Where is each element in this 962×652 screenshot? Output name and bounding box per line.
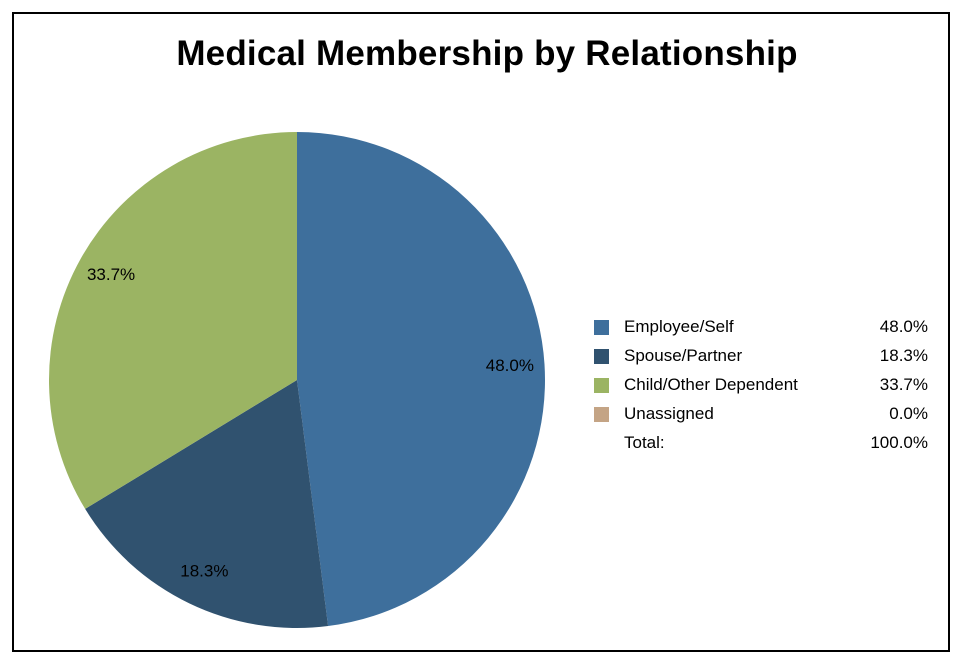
legend-value: 0.0% bbox=[889, 404, 928, 423]
legend-label: Child/Other Dependent bbox=[624, 375, 798, 394]
pie-slice-employee-self bbox=[297, 132, 545, 627]
legend: Employee/Self 48.0% Spouse/Partner 18.3%… bbox=[594, 314, 934, 459]
legend-label: Spouse/Partner bbox=[624, 346, 743, 365]
legend-label: Unassigned bbox=[624, 404, 714, 423]
legend-value: 18.3% bbox=[879, 346, 928, 365]
legend-swatch-child-other-dependent bbox=[594, 378, 609, 393]
legend-item-child-other-dependent: Child/Other Dependent 33.7% bbox=[594, 372, 934, 401]
legend-item-unassigned: Unassigned 0.0% bbox=[594, 401, 934, 430]
pie-slice-label: 18.3% bbox=[180, 562, 228, 581]
legend-value: 33.7% bbox=[879, 375, 928, 394]
legend-label: Employee/Self bbox=[624, 317, 734, 336]
legend-total-row: Total: 100.0% bbox=[594, 430, 934, 459]
legend-swatch-employee-self bbox=[594, 320, 609, 335]
pie-chart: 48.0% 18.3% 33.7% bbox=[48, 132, 545, 628]
pie-slice-label: 33.7% bbox=[87, 265, 135, 284]
legend-total-label: Total: bbox=[624, 433, 665, 452]
pie-slice-spouse-partner bbox=[85, 380, 329, 628]
legend-value: 48.0% bbox=[879, 317, 928, 336]
chart-title: Medical Membership by Relationship bbox=[176, 34, 798, 73]
legend-item-spouse-partner: Spouse/Partner 18.3% bbox=[594, 343, 934, 372]
pie-slice-label: 48.0% bbox=[486, 356, 534, 375]
legend-swatch-unassigned bbox=[594, 407, 609, 422]
legend-item-employee-self: Employee/Self 48.0% bbox=[594, 314, 934, 343]
pie-slice-child-other-dependent bbox=[48, 132, 298, 509]
legend-swatch-spouse-partner bbox=[594, 349, 609, 364]
legend-total-value: 100.0% bbox=[870, 433, 928, 452]
